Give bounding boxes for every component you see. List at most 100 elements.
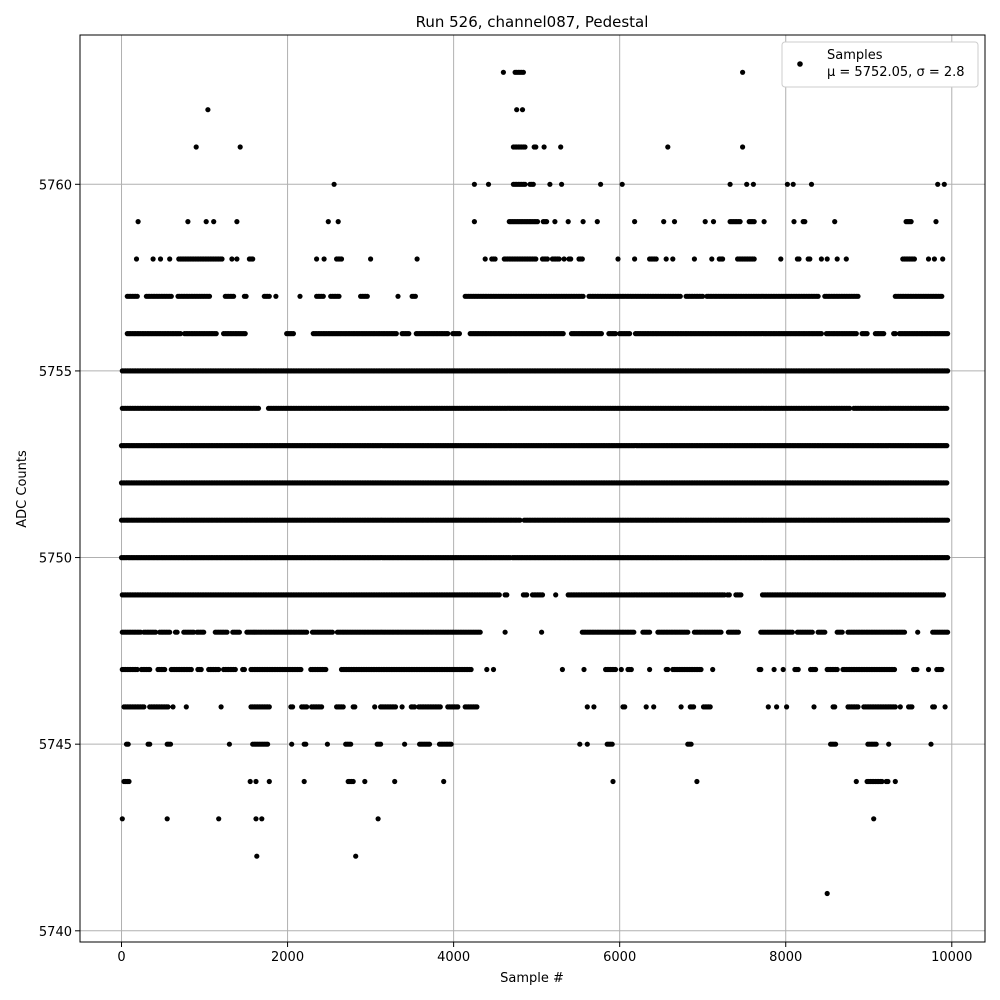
data-point [796,256,802,262]
data-point [323,666,329,673]
data-point [653,256,659,262]
data-point [539,592,546,598]
data-point [822,629,828,635]
data-point [133,256,140,262]
data-point [944,405,950,411]
data-point [213,331,219,337]
data-point [412,293,418,299]
data-point [234,256,240,262]
data-point [941,181,947,187]
data-point [824,256,830,262]
data-point [834,256,840,262]
data-point [881,331,887,337]
data-point [490,666,497,673]
data-point [727,181,733,187]
data-point [471,219,477,225]
data-point [520,69,527,75]
data-point [134,293,140,299]
data-point [406,331,412,337]
data-point [945,331,951,337]
data-point [167,256,173,262]
data-point [560,331,566,337]
data-point [939,293,945,299]
data-point [750,181,757,187]
data-point [925,256,932,262]
data-point [778,256,784,262]
data-point [940,256,946,262]
data-point [670,256,676,262]
data-point [547,181,553,187]
data-point [740,144,746,150]
data-point [855,293,861,299]
data-point [224,629,230,635]
data-point [368,256,374,262]
data-point [598,181,604,187]
data-point [273,293,279,299]
data-point [229,256,235,262]
data-point [193,144,199,150]
data-point [663,256,669,262]
data-point [205,107,211,113]
data-point [468,666,474,673]
data-point [364,293,370,299]
data-point [818,331,825,337]
data-point [206,293,213,299]
data-point [502,629,508,635]
data-point [336,293,342,299]
data-point [514,107,520,113]
data-point [901,629,908,635]
data-point [232,666,238,673]
data-point [185,219,191,225]
data-point [559,666,566,673]
data-point [150,256,156,262]
data-point [612,331,619,337]
data-point [559,181,565,187]
data-point [671,219,678,225]
data-point [237,144,243,150]
data-point [691,256,698,262]
data-point [539,629,545,635]
data-point [201,629,207,635]
data-point [243,293,249,299]
data-point [944,480,950,486]
data-point [162,666,168,673]
data-point [135,219,141,225]
data-point [482,256,488,262]
data-point [492,256,498,262]
data-point [533,144,539,150]
data-point [665,144,671,150]
data-point [393,331,399,337]
data-point [665,666,671,673]
data-point [761,219,767,225]
data-point [940,592,947,598]
data-point [320,293,326,299]
data-point [618,666,624,673]
data-point [737,219,743,225]
data-point [935,181,941,187]
data-point [580,293,586,299]
data-point [304,629,310,635]
data-point [485,181,492,187]
data-point [234,219,240,225]
data-point [791,219,797,225]
data-point [579,256,585,262]
data-point [809,629,815,635]
data-point [685,629,691,635]
data-point [241,666,247,673]
data-point [188,666,194,673]
data-point [522,181,528,187]
data-point [720,256,726,262]
data-point [219,256,225,262]
data-point [580,219,586,225]
data-point [710,219,717,225]
data-point [647,629,653,635]
data-point [174,629,180,635]
data-point [808,181,815,187]
data-point [534,219,541,225]
data-point [553,592,559,598]
data-point [945,555,951,561]
data-point [544,256,551,262]
data-point [709,256,715,262]
data-point [839,629,845,635]
